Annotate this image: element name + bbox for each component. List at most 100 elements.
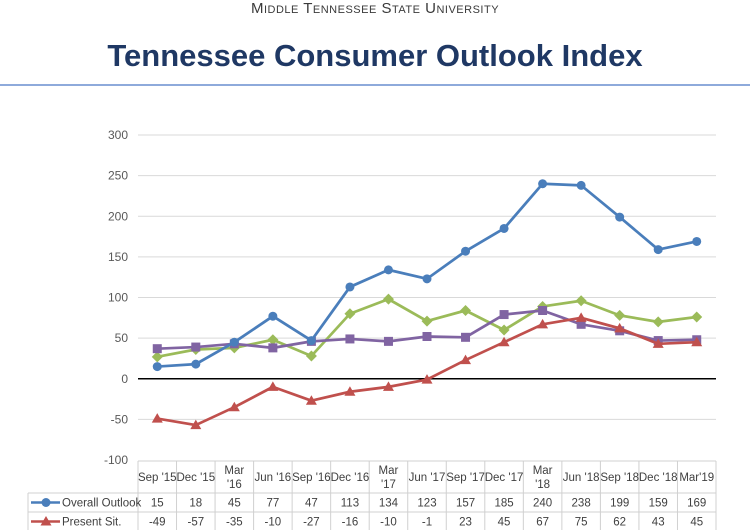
- data-point: [383, 336, 393, 346]
- table-cell-value: 43: [652, 517, 665, 529]
- table-cell-value: -10: [265, 517, 282, 529]
- table-cell-value: 62: [613, 517, 626, 529]
- data-point: [460, 305, 472, 316]
- data-point: [345, 282, 355, 292]
- x-category-label: '17: [381, 479, 396, 491]
- data-point: [537, 318, 549, 329]
- y-tick-label: 300: [108, 128, 128, 142]
- data-point: [268, 343, 278, 353]
- data-point: [499, 223, 509, 233]
- data-point: [652, 316, 664, 328]
- data-point: [538, 306, 548, 315]
- data-point: [267, 334, 279, 346]
- data-point: [344, 386, 356, 396]
- data-point: [614, 322, 626, 333]
- legend-triangle-marker: [40, 516, 52, 526]
- data-point: [151, 413, 163, 423]
- data-point: [228, 401, 240, 412]
- table-cell-value: -57: [187, 517, 204, 529]
- table-cell-value: -35: [226, 517, 243, 529]
- table-cell-value: 75: [575, 517, 588, 529]
- x-category-label: '18: [535, 479, 550, 491]
- x-category-label: Sep '17: [446, 472, 485, 484]
- data-point: [653, 245, 663, 255]
- table-cell-value: -16: [342, 517, 359, 529]
- data-point: [383, 265, 393, 275]
- data-point: [691, 311, 703, 323]
- data-point: [152, 344, 162, 354]
- table-cell-value: 47: [305, 498, 318, 510]
- x-category-label: Sep '16: [292, 472, 331, 484]
- table-cell-value: 157: [456, 498, 475, 510]
- x-category-label: Jun '16: [254, 472, 291, 484]
- x-category-label: Jun '18: [563, 472, 600, 484]
- x-category-label: Mar: [224, 465, 244, 477]
- data-point: [576, 180, 586, 190]
- table-cell-value: 67: [536, 517, 549, 529]
- table-cell-value: 240: [533, 498, 552, 510]
- y-tick-label: 50: [115, 331, 129, 345]
- x-category-label: Jun '17: [409, 472, 446, 484]
- data-point: [191, 359, 201, 369]
- data-point: [692, 236, 702, 246]
- data-point: [382, 293, 394, 305]
- data-point: [421, 315, 433, 327]
- table-cell-value: -27: [303, 517, 320, 529]
- x-category-label: Dec '17: [485, 472, 524, 484]
- y-tick-label: 250: [108, 169, 128, 183]
- legend-circle-marker: [41, 498, 51, 507]
- data-point: [575, 295, 587, 307]
- table-cell-value: 23: [459, 517, 472, 529]
- data-point: [229, 337, 239, 347]
- table-cell-value: 199: [610, 498, 629, 510]
- x-category-label: Dec '16: [331, 472, 370, 484]
- x-category-label: Sep '15: [138, 472, 177, 484]
- x-category-label: Mar'19: [679, 472, 714, 484]
- x-category-label: '16: [227, 479, 242, 491]
- table-cell-value: -10: [380, 517, 397, 529]
- data-point: [422, 274, 432, 284]
- y-tick-label: 200: [108, 209, 128, 223]
- x-category-label: Mar: [379, 465, 399, 477]
- data-point: [268, 311, 278, 321]
- table-cell-value: 77: [266, 498, 279, 510]
- data-point: [421, 374, 433, 384]
- x-category-label: Sep '18: [600, 472, 639, 484]
- title-divider: [0, 84, 750, 86]
- table-cell-value: 113: [341, 498, 359, 510]
- data-point: [267, 381, 279, 391]
- data-point: [614, 309, 626, 321]
- table-cell-value: 134: [379, 498, 399, 510]
- table-cell-value: 45: [498, 517, 511, 529]
- data-point: [499, 310, 509, 320]
- table-cell-value: -1: [422, 517, 432, 529]
- data-point: [498, 324, 510, 336]
- data-point: [691, 336, 703, 347]
- table-cell-value: 159: [649, 498, 668, 510]
- table-cell-value: 45: [690, 517, 703, 529]
- y-tick-label: 150: [108, 250, 128, 264]
- y-tick-label: -100: [104, 453, 128, 467]
- data-point: [576, 319, 586, 329]
- x-category-label: Dec '15: [176, 472, 215, 484]
- data-point: [345, 334, 355, 344]
- data-point: [538, 179, 548, 189]
- table-cell-value: 123: [417, 498, 436, 510]
- x-category-label: Dec '18: [639, 472, 678, 484]
- data-point: [461, 332, 471, 342]
- data-point: [382, 381, 394, 391]
- page-title: Tennessee Consumer Outlook Index: [107, 38, 643, 73]
- data-point: [152, 362, 162, 372]
- table-cell-value: 45: [228, 498, 241, 510]
- data-point: [306, 336, 316, 346]
- legend-label: Overall Outlook: [62, 498, 142, 510]
- legend-label: Present Sit.: [62, 517, 121, 529]
- y-tick-label: -50: [111, 412, 129, 426]
- table-cell-value: 169: [687, 498, 706, 510]
- data-point: [652, 338, 664, 348]
- data-point: [460, 354, 472, 365]
- table-cell-value: 18: [189, 498, 202, 510]
- y-tick-label: 0: [121, 372, 128, 386]
- data-point: [461, 246, 471, 256]
